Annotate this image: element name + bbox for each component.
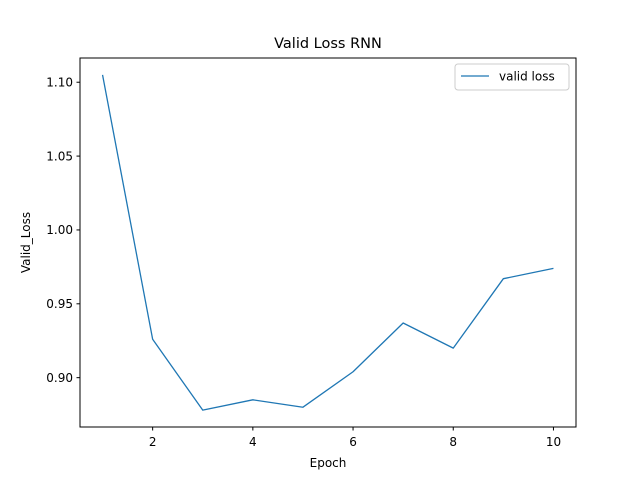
legend-label: valid loss <box>499 70 555 84</box>
x-tick-label: 10 <box>546 435 561 449</box>
series-layer <box>101 74 554 411</box>
plot-frame <box>79 57 577 428</box>
x-axis-label: Epoch <box>310 456 347 470</box>
x-tick-label: 8 <box>449 435 457 449</box>
x-tick-label: 6 <box>349 435 357 449</box>
x-tick-label: 4 <box>249 435 257 449</box>
y-tick-label: 1.10 <box>46 76 73 90</box>
y-tick-label: 1.05 <box>46 149 73 163</box>
legend-box <box>454 63 570 91</box>
x-axis-ticks: 2 4 6 8 10 <box>149 427 561 449</box>
y-tick-label: 0.95 <box>46 297 73 311</box>
chart-title: Valid Loss RNN <box>274 36 382 52</box>
y-tick-label: 1.00 <box>46 223 73 237</box>
plot-background <box>80 58 576 427</box>
legend: valid loss <box>454 63 570 91</box>
y-tick-label: 0.90 <box>46 371 73 385</box>
y-axis-label: Valid_Loss <box>19 212 33 273</box>
x-tick-label: 2 <box>149 435 157 449</box>
series-line-0 <box>101 74 554 411</box>
y-axis-ticks: 0.90 0.95 1.00 1.05 1.10 <box>46 76 80 385</box>
